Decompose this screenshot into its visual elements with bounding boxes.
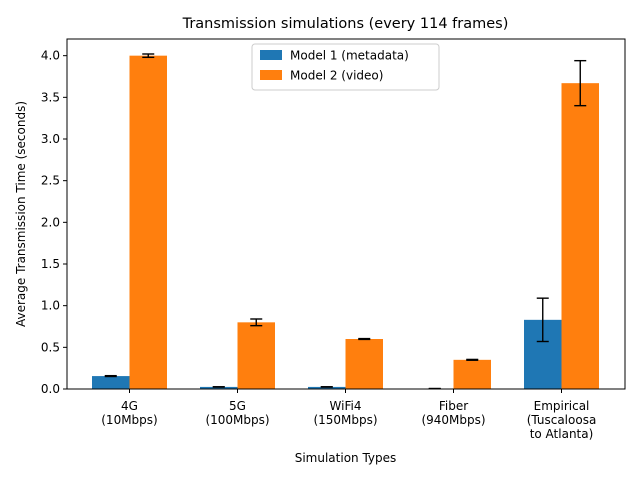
- y-tick-label: 1.0: [41, 299, 60, 313]
- y-tick-label: 3.0: [41, 132, 60, 146]
- bar-1: [92, 376, 130, 389]
- bar-2: [238, 322, 276, 389]
- x-tick-label: 4G(10Mbps): [101, 399, 157, 427]
- bar-2: [130, 56, 168, 389]
- bar-2: [346, 339, 384, 389]
- x-axis-label: Simulation Types: [295, 451, 397, 465]
- legend-label: Model 2 (video): [290, 69, 383, 83]
- legend-swatch: [260, 50, 282, 60]
- y-tick-label: 0.0: [41, 382, 60, 396]
- legend-swatch: [260, 70, 282, 80]
- y-axis-label: Average Transmission Time (seconds): [14, 101, 28, 327]
- x-tick-label: 5G(100Mbps): [205, 399, 269, 427]
- y-tick-label: 2.5: [41, 174, 60, 188]
- legend-label: Model 1 (metadata): [290, 49, 409, 63]
- y-tick-label: 2.0: [41, 215, 60, 229]
- y-tick-label: 1.5: [41, 257, 60, 271]
- y-tick-label: 4.0: [41, 49, 60, 63]
- x-tick-label: WiFi4(150Mbps): [313, 399, 377, 427]
- legend: Model 1 (metadata) Model 2 (video): [252, 44, 439, 90]
- y-tick-label: 0.5: [41, 340, 60, 354]
- chart-title: Transmission simulations (every 114 fram…: [182, 16, 509, 32]
- bar-2: [454, 360, 492, 389]
- bar-2: [562, 83, 600, 389]
- y-tick-label: 3.5: [41, 90, 60, 104]
- x-tick-label: Fiber(940Mbps): [421, 399, 485, 427]
